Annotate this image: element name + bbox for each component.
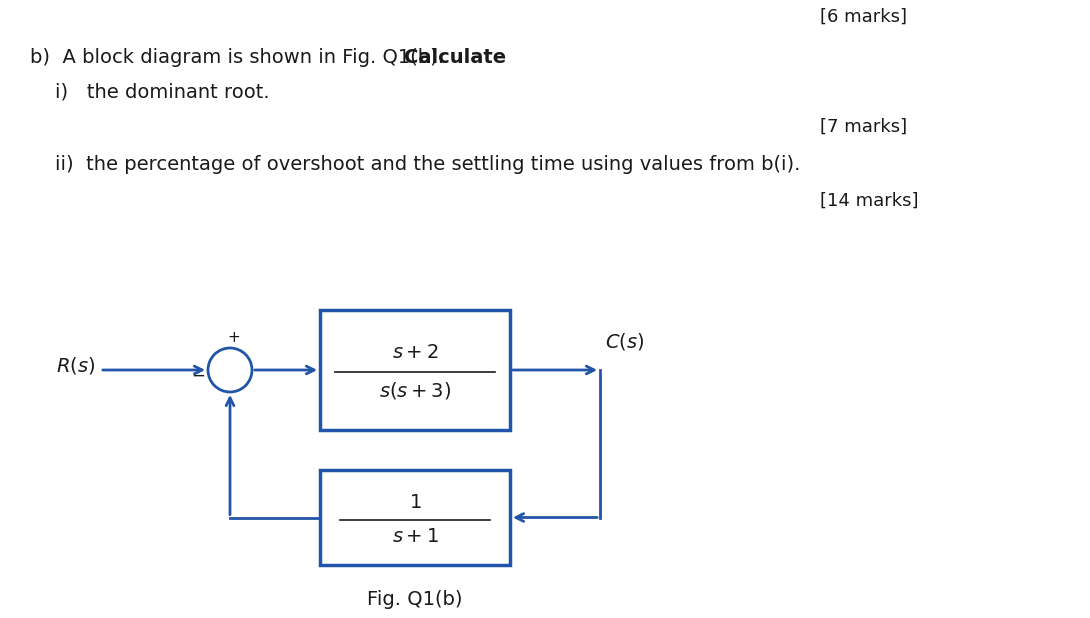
- Text: $s+1$: $s+1$: [391, 528, 438, 546]
- Text: $R(s)$: $R(s)$: [56, 355, 95, 376]
- Text: $C(s)$: $C(s)$: [605, 331, 644, 352]
- Text: Fig. Q1(b): Fig. Q1(b): [367, 590, 463, 609]
- Text: b)  A block diagram is shown in Fig. Q1(b).: b) A block diagram is shown in Fig. Q1(b…: [31, 48, 450, 67]
- Text: i)   the dominant root.: i) the dominant root.: [54, 82, 269, 101]
- Bar: [320, 310, 510, 430]
- Text: $s(s+3)$: $s(s+3)$: [379, 380, 451, 401]
- Text: [7 marks]: [7 marks]: [820, 118, 907, 136]
- Text: $s+2$: $s+2$: [391, 343, 438, 362]
- Text: Calculate: Calculate: [404, 48, 506, 67]
- Text: [14 marks]: [14 marks]: [820, 192, 919, 210]
- Text: ii)  the percentage of overshoot and the settling time using values from b(i).: ii) the percentage of overshoot and the …: [54, 155, 800, 174]
- Text: [6 marks]: [6 marks]: [820, 8, 907, 26]
- Text: +: +: [228, 330, 241, 345]
- Text: $1$: $1$: [409, 494, 422, 512]
- Bar: [320, 470, 510, 565]
- Text: −: −: [191, 367, 205, 385]
